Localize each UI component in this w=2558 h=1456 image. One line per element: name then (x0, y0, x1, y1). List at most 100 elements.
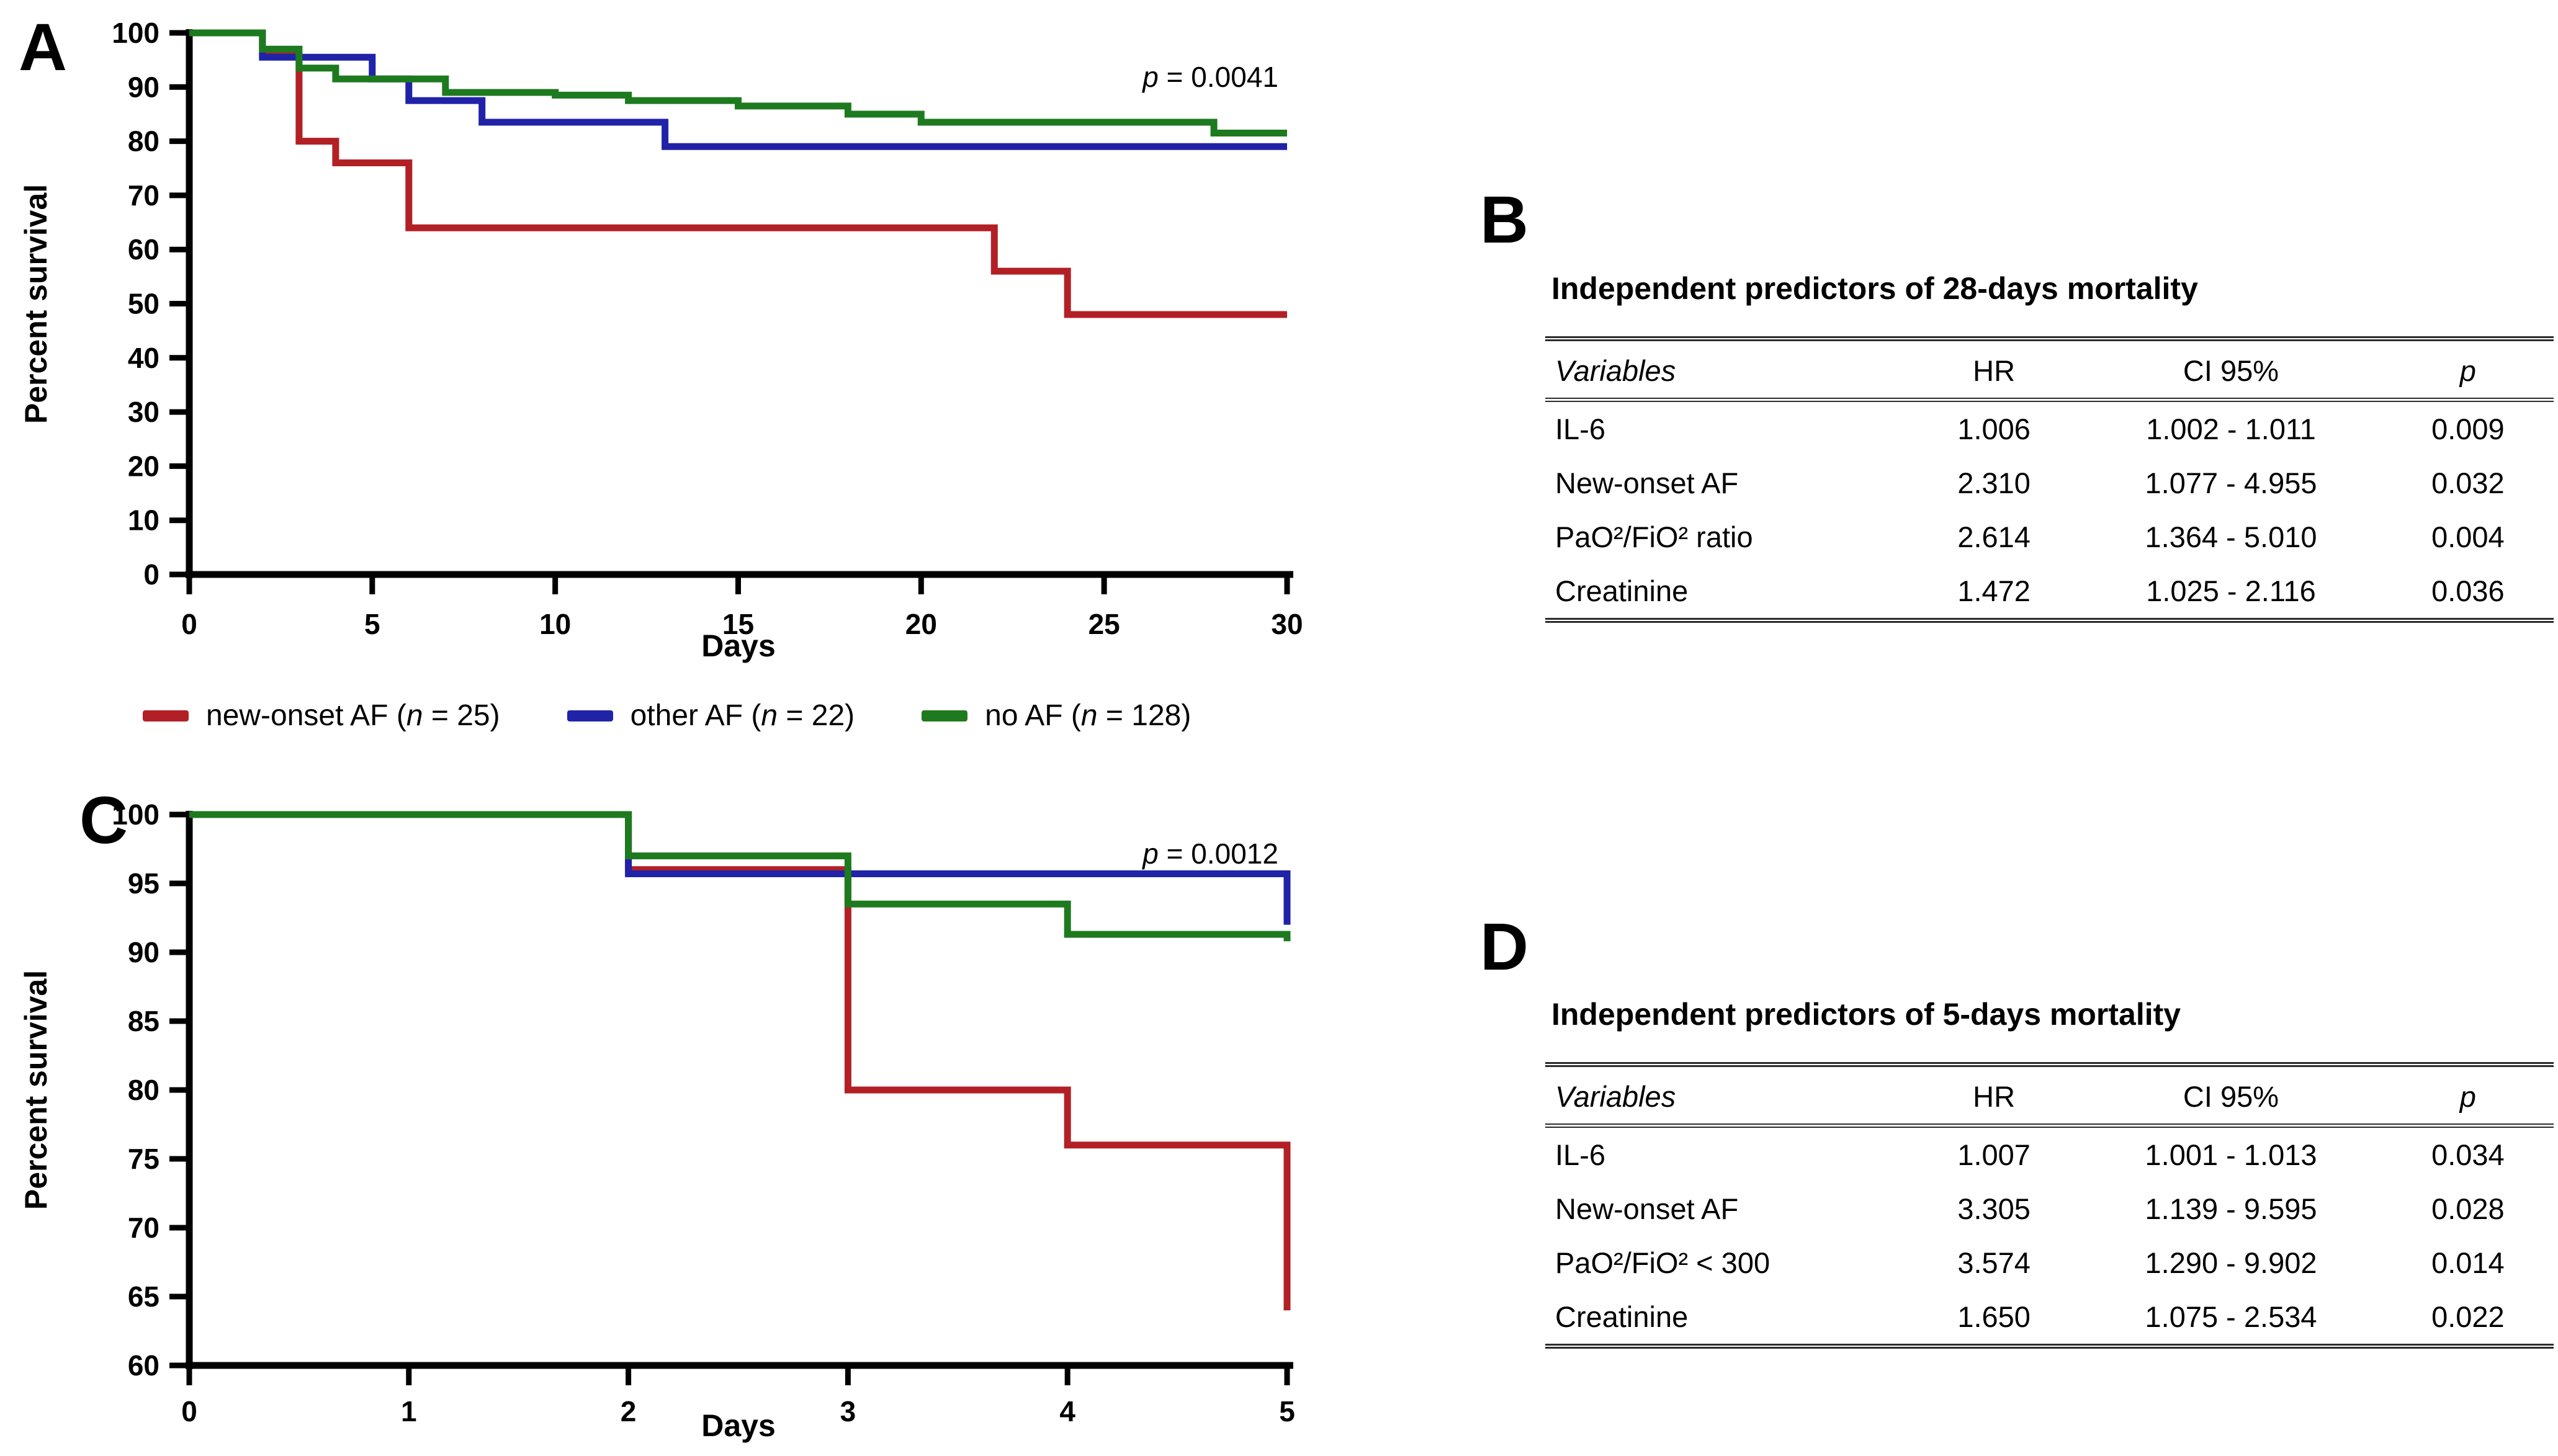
cell-variable: PaO²/FiO² < 300 (1555, 1246, 1770, 1279)
cell-value: 0.009 (2431, 413, 2505, 445)
x-axis-title: Days (701, 1408, 776, 1443)
table-row: PaO²/FiO² < 300 3.574 1.290 - 9.902 0.014 (1545, 1236, 2554, 1290)
table-row: PaO²/FiO² ratio 2.614 1.364 - 5.010 0.004 (1545, 510, 2554, 564)
p-value-annotation: p = 0.0012 (1141, 837, 1278, 870)
x-tick-label: 25 (1088, 608, 1120, 640)
column-header: Variables (1545, 1065, 1908, 1128)
legend-label: other AF (n = 22) (630, 699, 855, 732)
cell-variable: IL-6 (1555, 413, 1605, 445)
predictors-table-5-days: Independent predictors of 5-days mortali… (1545, 996, 2554, 1349)
legend-label: new-onset AF (n = 25) (206, 699, 500, 732)
legend-label: no AF (n = 128) (985, 699, 1191, 732)
x-tick-label: 4 (1059, 1395, 1075, 1427)
table-row: IL-6 1.006 1.002 - 1.011 0.009 (1545, 400, 2554, 457)
cell-value: 3.574 (1957, 1246, 2031, 1279)
cell-value: 0.014 (2431, 1246, 2505, 1279)
table-header-row: Variables HR CI 95% p (1545, 1065, 2554, 1128)
x-tick-label: 15 (722, 608, 754, 640)
cell-value: 1.139 - 9.595 (2145, 1192, 2317, 1225)
y-tick-label: 60 (128, 1349, 159, 1382)
column-header: CI 95% (2080, 339, 2382, 402)
table-title: Independent predictors of 5-days mortali… (1551, 997, 2181, 1032)
column-header: HR (1908, 339, 2080, 402)
cell-value: 1.001 - 1.013 (2145, 1138, 2317, 1171)
cell-variable: IL-6 (1555, 1138, 1605, 1171)
cell-value: 0.036 (2431, 574, 2505, 607)
legend-item-new-onset-af: new-onset AF (n = 25) (143, 699, 500, 733)
y-axis-title: Percent survival (19, 184, 53, 424)
y-tick-label: 75 (128, 1143, 159, 1175)
cell-value: 0.022 (2431, 1300, 2505, 1333)
cell-variable: New-onset AF (1555, 467, 1739, 499)
cell-value: 1.364 - 5.010 (2145, 520, 2317, 553)
column-header: p (2382, 1065, 2554, 1128)
y-tick-label: 20 (128, 450, 159, 482)
cell-variable: Creatinine (1555, 574, 1689, 607)
y-tick-label: 30 (128, 396, 159, 428)
cell-value: 1.007 (1957, 1138, 2031, 1171)
column-header: HR (1908, 1065, 2080, 1128)
y-tick-label: 100 (112, 17, 159, 49)
x-tick-label: 10 (539, 608, 571, 640)
y-tick-label: 10 (128, 504, 159, 537)
cell-value: 1.002 - 1.011 (2146, 413, 2316, 445)
cell-value: 1.006 (1957, 413, 2031, 445)
cell-value: 0.032 (2431, 467, 2505, 499)
panel-a-letter: A (19, 9, 67, 84)
cell-variable: New-onset AF (1555, 1192, 1739, 1225)
column-header: CI 95% (2080, 1065, 2382, 1128)
p-value-annotation: p = 0.0041 (1141, 61, 1278, 93)
legend-color-swatch (567, 710, 613, 721)
y-tick-label: 70 (128, 1212, 159, 1244)
y-tick-label: 40 (128, 342, 159, 374)
y-tick-label: 80 (128, 125, 159, 158)
predictors-table: Variables HR CI 95% p IL-6 1.006 1.002 - 1.011… (1545, 336, 2554, 623)
x-tick-label: 1 (401, 1395, 417, 1427)
y-tick-label: 95 (128, 867, 159, 900)
y-tick-label: 85 (128, 1005, 159, 1037)
cell-variable: Creatinine (1555, 1300, 1689, 1333)
table-row: New-onset AF 3.305 1.139 - 9.595 0.028 (1545, 1182, 2554, 1236)
survival-chart-28-days: 0 10 20 30 40 50 60 70 80 90 100 0 5 10 15 20 25 30 Percen… (19, 17, 1303, 663)
x-tick-label: 20 (905, 608, 937, 640)
x-tick-label: 2 (621, 1395, 637, 1427)
survival-curve-no-af (189, 29, 1287, 136)
column-header: p (2382, 339, 2554, 402)
legend-item-other-af: other AF (n = 22) (567, 699, 855, 733)
x-tick-label: 0 (181, 608, 197, 640)
column-header: Variables (1545, 339, 1908, 402)
x-tick-label: 0 (181, 1395, 197, 1427)
predictors-table-28-days: Independent predictors of 28-days mortal… (1545, 270, 2554, 623)
x-tick-label: 30 (1271, 608, 1303, 640)
survival-chart-5-days: 60 65 70 75 80 85 90 95 100 0 1 2 3 4 5 Percent surviva… (19, 798, 1295, 1443)
panel-b-letter: B (1480, 182, 1528, 257)
y-tick-label: 50 (128, 288, 159, 320)
survival-curve-new-onset-af (189, 811, 1291, 1311)
y-tick-label: 70 (128, 179, 159, 212)
legend-color-swatch (143, 710, 189, 721)
panel-d-letter: D (1480, 909, 1528, 984)
cell-value: 1.650 (1957, 1300, 2031, 1333)
x-tick-label: 5 (364, 608, 380, 640)
table-row: Creatinine 1.472 1.025 - 2.116 0.036 (1545, 564, 2554, 620)
survival-curve-new-onset-af (189, 29, 1287, 318)
table-title: Independent predictors of 28-days mortal… (1551, 271, 2198, 306)
y-tick-label: 65 (128, 1280, 159, 1313)
y-tick-label: 80 (128, 1074, 159, 1106)
cell-value: 1.025 - 2.116 (2146, 574, 2316, 607)
x-tick-label: 5 (1279, 1395, 1295, 1427)
x-axis-title: Days (701, 628, 776, 663)
cell-value: 1.077 - 4.955 (2145, 467, 2317, 499)
panel-c-letter: C (79, 782, 128, 857)
table-header-row: Variables HR CI 95% p (1545, 339, 2554, 402)
cell-value: 1.075 - 2.534 (2145, 1300, 2317, 1333)
y-tick-label: 90 (128, 71, 159, 103)
cell-variable: PaO²/FiO² ratio (1555, 520, 1753, 553)
table-row: Creatinine 1.650 1.075 - 2.534 0.022 (1545, 1290, 2554, 1346)
y-tick-label: 90 (128, 936, 159, 968)
table-row: New-onset AF 2.310 1.077 - 4.955 0.032 (1545, 456, 2554, 510)
cell-value: 1.290 - 9.902 (2145, 1246, 2317, 1279)
legend-item-no-af: no AF (n = 128) (922, 699, 1191, 733)
survival-curve-no-af (189, 811, 1291, 942)
